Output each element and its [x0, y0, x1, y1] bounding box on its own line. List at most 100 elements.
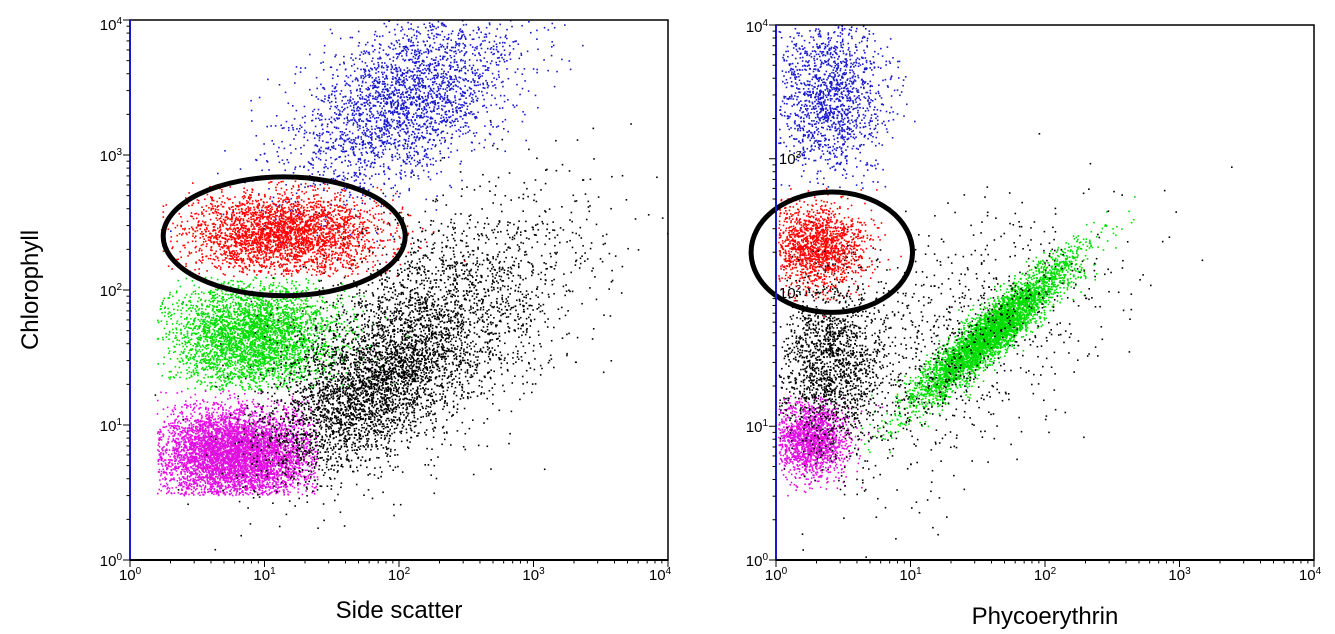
data-point — [288, 162, 290, 164]
data-point — [357, 101, 359, 103]
data-point — [456, 130, 458, 132]
data-point — [387, 94, 389, 96]
data-point — [341, 100, 343, 102]
data-point — [384, 142, 386, 144]
data-point — [510, 58, 512, 60]
data-point — [354, 101, 356, 103]
data-point — [449, 185, 451, 187]
data-point — [450, 67, 452, 69]
data-point — [416, 145, 418, 147]
data-point — [300, 153, 302, 155]
data-point — [190, 215, 192, 217]
data-point — [223, 237, 225, 239]
data-point — [384, 103, 386, 105]
data-point — [330, 229, 332, 231]
data-point — [381, 62, 383, 64]
data-point — [308, 169, 310, 171]
data-point — [355, 179, 357, 181]
data-point — [369, 232, 371, 234]
data-point — [318, 118, 320, 120]
data-point — [403, 50, 405, 52]
data-point — [347, 100, 349, 102]
data-point — [429, 123, 431, 125]
data-point — [395, 156, 397, 158]
data-point — [304, 106, 306, 108]
data-point — [318, 200, 320, 202]
data-point — [262, 218, 264, 220]
data-point — [476, 85, 478, 87]
data-point — [400, 94, 402, 96]
data-point — [317, 113, 319, 115]
data-point — [396, 90, 398, 92]
data-point — [360, 173, 362, 175]
data-point — [418, 57, 420, 59]
data-point — [496, 49, 498, 51]
data-point — [443, 73, 445, 75]
data-point — [431, 121, 433, 123]
data-point — [503, 59, 505, 61]
data-point — [551, 41, 553, 43]
data-point — [342, 149, 344, 151]
data-point — [357, 95, 359, 97]
data-point — [317, 135, 319, 137]
data-point — [363, 53, 365, 55]
data-point — [478, 90, 480, 92]
data-point — [499, 42, 501, 44]
data-point — [414, 160, 416, 162]
data-point — [358, 237, 360, 239]
data-point — [412, 76, 414, 78]
data-point — [323, 219, 325, 221]
data-point — [401, 55, 403, 57]
data-point — [446, 47, 448, 49]
data-point — [431, 33, 433, 35]
data-point — [400, 264, 402, 266]
data-point — [312, 167, 314, 169]
data-point — [321, 234, 323, 236]
data-point — [324, 45, 326, 47]
data-point — [416, 71, 418, 73]
data-point — [201, 250, 203, 252]
data-point — [405, 110, 407, 112]
data-point — [426, 70, 428, 72]
data-point — [367, 42, 369, 44]
data-point — [392, 100, 394, 102]
data-point — [435, 28, 437, 30]
data-point — [391, 106, 393, 108]
data-point — [197, 230, 199, 232]
data-point — [426, 165, 428, 167]
data-point — [460, 28, 462, 30]
data-point — [344, 118, 346, 120]
data-point — [479, 54, 481, 56]
data-point — [316, 207, 318, 209]
data-point — [462, 60, 464, 62]
data-point — [331, 200, 333, 202]
data-point — [430, 118, 432, 120]
data-point — [321, 119, 323, 121]
data-point — [264, 153, 266, 155]
data-point — [409, 188, 411, 190]
data-point — [393, 45, 395, 47]
data-point — [520, 53, 522, 55]
data-point — [410, 163, 412, 165]
data-point — [269, 267, 271, 269]
data-point — [315, 218, 317, 220]
data-point — [314, 184, 316, 186]
data-point — [237, 218, 239, 220]
data-point — [252, 200, 254, 202]
data-point — [475, 47, 477, 49]
data-point — [441, 115, 443, 117]
data-point — [323, 69, 325, 71]
data-point — [170, 241, 172, 243]
data-point — [201, 211, 203, 213]
data-point — [257, 223, 259, 225]
data-point — [474, 135, 476, 137]
data-point — [285, 221, 287, 223]
data-point — [474, 149, 476, 151]
scatter-points-layer — [155, 19, 669, 550]
data-point — [243, 198, 245, 200]
data-point — [276, 115, 278, 117]
data-point — [350, 260, 352, 262]
data-point — [439, 49, 441, 51]
data-point — [383, 143, 385, 145]
data-point — [459, 30, 461, 32]
